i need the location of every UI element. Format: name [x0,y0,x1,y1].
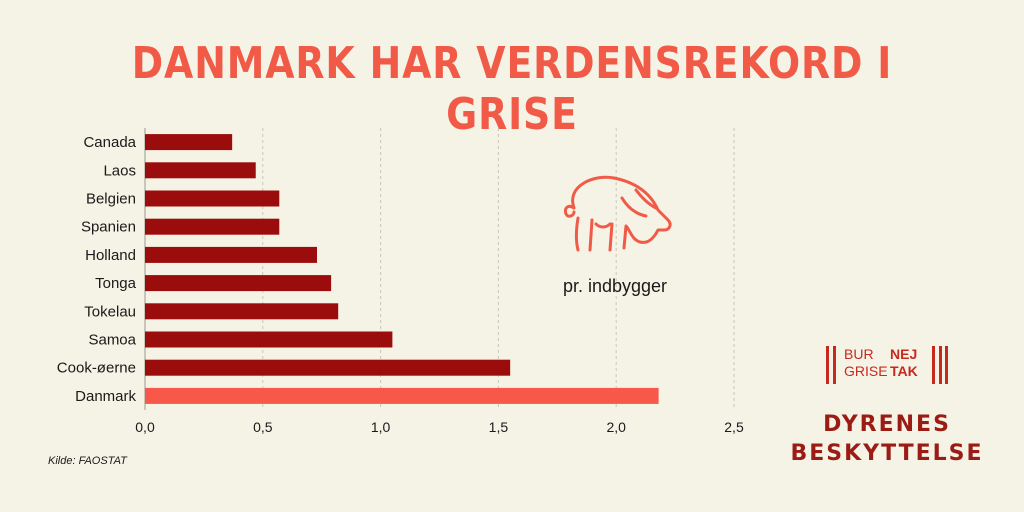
source-note: Kilde: FAOSTAT [48,455,127,467]
chart-title: DANMARK HAR VERDENSREKORD I GRISE [131,38,893,140]
pig-label: pr. indbygger [562,276,668,296]
category-label: Spanien [81,219,136,236]
organization-name: DYRENES BESKYTTELSE [780,410,994,468]
bar [145,218,280,235]
bar [145,331,393,348]
bar [145,275,332,292]
org-line-1: DYRENES [823,412,951,437]
category-label: Laos [103,162,136,179]
bar [145,303,339,320]
pig-icon [564,175,672,252]
category-label: Samoa [88,332,136,349]
bar [145,190,280,207]
x-tick-label: 0,5 [253,419,273,435]
bar [145,359,511,376]
category-label: Holland [85,247,136,264]
bur-grise-logo: BUR GRISE NEJ TAK [826,344,956,388]
x-tick-label: 1,5 [489,419,509,435]
logo-text-bur: BUR [844,346,874,362]
category-label: Cook-øerne [57,360,136,377]
x-tick-label: 2,0 [606,419,626,435]
bar [145,246,317,263]
bar [145,134,233,151]
bar [145,387,659,404]
logo-text-nej: NEJ [890,346,918,362]
org-line-2: BESKYTTELSE [790,441,984,466]
x-tick-label: 2,5 [724,419,744,435]
x-tick-label: 0,0 [135,419,155,435]
category-label: Danmark [75,388,136,405]
category-label: Canada [83,134,136,151]
logo-text-grise: GRISE [844,363,888,379]
category-label: Belgien [86,191,136,208]
category-label: Tonga [95,275,137,292]
category-label: Tokelau [84,303,136,320]
x-tick-label: 1,0 [371,419,391,435]
logo-text-tak: TAK [890,363,918,379]
bar [145,162,256,179]
